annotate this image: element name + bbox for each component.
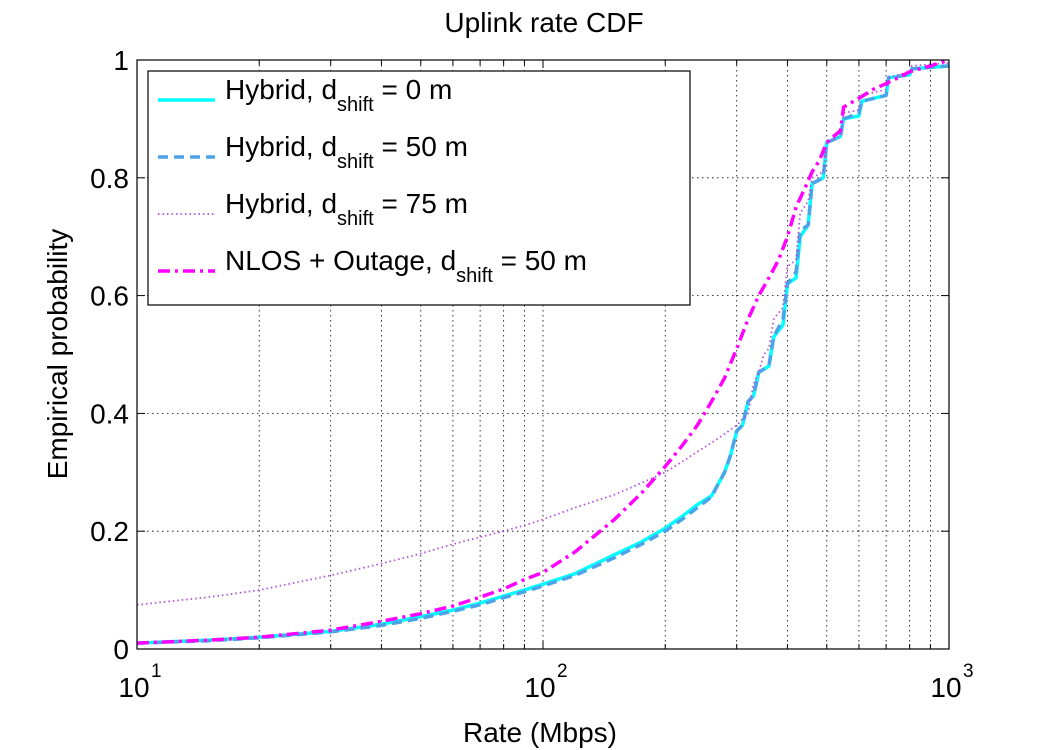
axis-ticks [137, 59, 949, 650]
y-tick-label: 0.2 [90, 516, 129, 547]
series-line-4 [136, 58, 950, 645]
x-tick-label: 103 [930, 661, 973, 703]
y-tick-label: 0.6 [90, 281, 129, 312]
x-tick-base: 10 [118, 672, 149, 703]
x-tick-exponent: 1 [151, 661, 162, 682]
y-tick-label: 0 [113, 634, 129, 665]
y-tick-label: 1 [113, 45, 129, 76]
grid-lines [137, 60, 949, 649]
x-tick-label: 101 [118, 661, 161, 703]
y-axis-label: Empirical probability [42, 229, 73, 480]
series-layer [136, 58, 950, 645]
chart-title: Uplink rate CDF [444, 7, 643, 38]
x-tick-base: 10 [930, 672, 961, 703]
legend-label-2: Hybrid, dshift = 50 m [225, 131, 468, 173]
x-tick-exponent: 3 [963, 661, 974, 682]
y-tick-label: 0.8 [90, 163, 129, 194]
legend-box [147, 70, 691, 306]
legend-label-1: Hybrid, dshift = 0 m [225, 74, 452, 116]
legend-label-4: NLOS + Outage, dshift = 50 m [225, 245, 587, 287]
legend: Hybrid, dshift = 0 m Hybrid, dshift = 50 … [147, 70, 691, 306]
x-axis-label: Rate (Mbps) [463, 717, 617, 748]
y-tick-label: 0.4 [90, 398, 129, 429]
x-tick-label: 102 [524, 661, 567, 703]
legend-label-3: Hybrid, dshift = 75 m [225, 188, 468, 230]
series-line-2 [136, 64, 950, 645]
x-tick-base: 10 [524, 672, 555, 703]
y-tick-labels: 0 0.2 0.4 0.6 0.8 1 [90, 45, 129, 665]
x-tick-exponent: 2 [557, 661, 568, 682]
